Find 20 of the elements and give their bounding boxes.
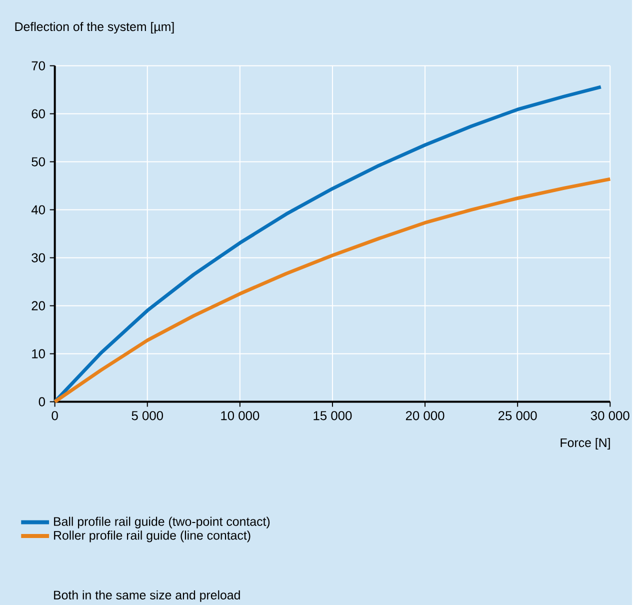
x-tick-label: 0 (52, 411, 58, 420)
text: Both in the same size and preload (54, 590, 240, 602)
x-axis-title: Force [N] (560, 438, 610, 450)
x-tick-label: 20 000 (406, 411, 444, 420)
y-tick-label: 10 (32, 349, 46, 358)
y-tick-label: 30 (32, 253, 46, 262)
y-tick-label: 50 (32, 157, 46, 166)
y-tick-label: 70 (32, 61, 46, 70)
legend-label: Roller profile rail guide (line contact) (54, 530, 250, 542)
x-tick-label: 15 000 (314, 411, 352, 420)
y-axis-title: Deflection of the system [µm] (15, 22, 174, 34)
y-tick-label: 0 (38, 397, 46, 406)
x-tick-label: 25 000 (498, 411, 537, 420)
x-tick-label: 30 000 (590, 411, 630, 420)
y-tick-label: 40 (31, 205, 46, 214)
legend-label: Ball profile rail guide (two-point contact) (54, 516, 270, 528)
x-tick-label: 10 000 (221, 411, 260, 420)
y-tick-label: 60 (32, 109, 46, 118)
x-tick-label: 5 000 (132, 411, 164, 420)
y-tick-label: 20 (32, 301, 46, 310)
